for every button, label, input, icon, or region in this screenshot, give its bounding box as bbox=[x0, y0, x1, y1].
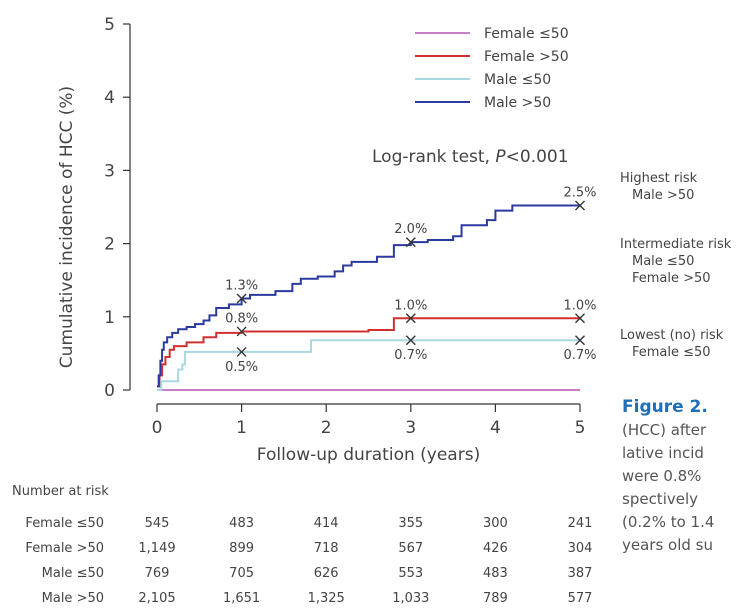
y-tick-label: 1 bbox=[104, 308, 115, 328]
risk-group-head: Intermediate risk bbox=[620, 237, 732, 252]
marker-label: 0.5% bbox=[225, 360, 258, 375]
nar-cell: 626 bbox=[313, 566, 339, 581]
caption-line: years old su bbox=[622, 536, 714, 554]
nar-cell: 789 bbox=[482, 591, 508, 606]
marker-label: 0.7% bbox=[394, 348, 427, 363]
x-tick-label: 3 bbox=[405, 418, 416, 438]
series-line bbox=[157, 339, 580, 391]
x-tick-label: 2 bbox=[321, 418, 332, 438]
nar-cell: 899 bbox=[229, 541, 254, 556]
nar-cell: 426 bbox=[482, 541, 508, 556]
marker-label: 1.0% bbox=[394, 298, 427, 313]
y-tick-label: 0 bbox=[104, 381, 115, 401]
nar-row-label: Female ≤50 bbox=[25, 516, 104, 531]
nar-cell: 705 bbox=[229, 566, 254, 581]
marker-label: 1.0% bbox=[563, 298, 596, 313]
legend-label: Female ≤50 bbox=[484, 26, 569, 42]
nar-row-label: Male >50 bbox=[41, 591, 104, 606]
y-tick-label: 3 bbox=[104, 161, 115, 181]
incidence-chart: 0 1 2 3 4 5 0 1 2 3 4 5 Follow-up duration (years) Cu… bbox=[57, 15, 597, 465]
y-tick-label: 2 bbox=[104, 235, 115, 255]
x-tick-label: 0 bbox=[152, 418, 163, 438]
risk-group-highest: Highest risk Male >50 bbox=[620, 170, 697, 204]
nar-cell: 355 bbox=[398, 516, 424, 531]
nar-cell: 483 bbox=[482, 566, 508, 581]
nar-cell: 769 bbox=[144, 566, 170, 581]
risk-group-lowest: Lowest (no) risk Female ≤50 bbox=[620, 327, 723, 361]
cross-marker bbox=[405, 237, 416, 248]
caption-line: were 0.8% bbox=[622, 467, 702, 485]
nar-cell: 414 bbox=[313, 516, 339, 531]
nar-cell: 1,325 bbox=[307, 591, 345, 606]
nar-cell: 545 bbox=[144, 516, 170, 531]
cross-marker bbox=[405, 313, 416, 324]
cross-marker bbox=[236, 293, 247, 304]
nar-cell: 2,105 bbox=[138, 591, 176, 606]
cross-marker bbox=[236, 326, 247, 337]
x-axis-label: Follow-up duration (years) bbox=[257, 445, 480, 465]
nar-cell: 300 bbox=[482, 516, 508, 531]
marker-label: 2.5% bbox=[563, 186, 596, 201]
series-line bbox=[157, 317, 580, 388]
marker-label: 0.7% bbox=[563, 348, 596, 363]
nar-cell: 567 bbox=[398, 541, 424, 556]
cross-marker bbox=[236, 346, 247, 357]
cross-marker bbox=[575, 313, 585, 324]
cross-marker bbox=[575, 200, 585, 211]
marker-label: 1.3% bbox=[225, 279, 258, 294]
risk-group-intermediate: Intermediate risk Male ≤50 Female >50 bbox=[620, 236, 731, 287]
caption-line: (HCC) after bbox=[622, 421, 707, 439]
risk-group-item: Female ≤50 bbox=[632, 345, 711, 360]
cross-marker bbox=[405, 335, 416, 346]
series-line bbox=[157, 204, 580, 388]
nar-cell: 718 bbox=[313, 541, 339, 556]
y-tick-label: 5 bbox=[104, 15, 115, 35]
x-tick-label: 5 bbox=[575, 418, 586, 438]
number-at-risk-header: Number at risk bbox=[12, 484, 109, 499]
log-rank-annotation: Log-rank test, P<0.001 bbox=[372, 147, 569, 167]
caption-line: spectively bbox=[622, 490, 699, 508]
risk-group-item: Male >50 bbox=[632, 188, 695, 203]
nar-cell: 387 bbox=[567, 566, 593, 581]
nar-cell: 483 bbox=[229, 516, 254, 531]
legend-label: Female >50 bbox=[484, 49, 569, 65]
nar-cell: 577 bbox=[567, 591, 593, 606]
legend-label: Male ≤50 bbox=[484, 72, 551, 88]
x-tick-label: 4 bbox=[490, 418, 501, 438]
caption-line: lative incid bbox=[622, 444, 704, 462]
marker-label: 0.8% bbox=[225, 311, 258, 326]
nar-cell: 241 bbox=[567, 516, 593, 531]
figure-caption: Figure 2. (HCC) after lative incid were … bbox=[622, 396, 738, 557]
risk-group-item: Male ≤50 bbox=[632, 254, 695, 269]
marker-label: 2.0% bbox=[394, 222, 427, 237]
risk-group-head: Highest risk bbox=[620, 171, 698, 186]
y-axis-label: Cumulative incidence of HCC (%) bbox=[57, 86, 77, 368]
nar-cell: 304 bbox=[567, 541, 593, 556]
nar-cell: 1,149 bbox=[138, 541, 176, 556]
nar-row-label: Female >50 bbox=[25, 541, 104, 556]
caption-line: (0.2% to 1.4 bbox=[622, 513, 715, 531]
nar-cell: 1,651 bbox=[222, 591, 261, 606]
y-tick-label: 4 bbox=[104, 88, 115, 108]
risk-group-item: Female >50 bbox=[632, 271, 711, 286]
figure-label: Figure 2. bbox=[622, 397, 708, 417]
legend-label: Male >50 bbox=[484, 95, 551, 111]
nar-row-label: Male ≤50 bbox=[41, 566, 104, 581]
x-tick-label: 1 bbox=[236, 418, 247, 438]
nar-cell: 553 bbox=[398, 566, 424, 581]
risk-group-head: Lowest (no) risk bbox=[620, 328, 724, 343]
nar-cell: 1,033 bbox=[392, 591, 430, 606]
cross-marker bbox=[575, 335, 585, 346]
